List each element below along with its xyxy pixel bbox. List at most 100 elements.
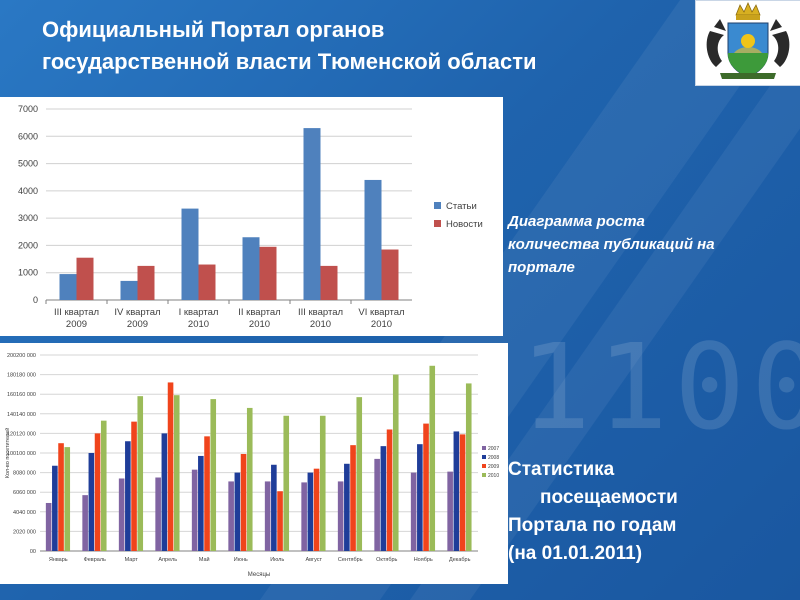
x-tick-label: Ноябрь <box>414 557 433 563</box>
bar-2009 <box>94 433 101 551</box>
bar-2010 <box>392 374 399 551</box>
bar-2008 <box>417 444 423 551</box>
y-axis-label: Кол-во посетителей <box>4 428 11 479</box>
x-tick-label: 2009 <box>127 319 148 330</box>
visits-chart: 00 2020 000 4040 000 6060 000 8080 000 100100… <box>0 343 508 584</box>
caption-publications-line-3: портале <box>508 259 575 276</box>
title-line-1: Официальный Портал органов <box>42 17 385 42</box>
caption-visits-line-4: (на 01.01.2011) <box>508 543 643 564</box>
bar-statyi <box>303 128 321 300</box>
bar-2009 <box>277 491 283 551</box>
x-tick-label: II квартал <box>238 307 280 318</box>
y-tick-label: 5000 <box>18 159 38 169</box>
bar-2008 <box>198 455 204 551</box>
bar-2010 <box>173 395 180 551</box>
y-tick-label: 4000 <box>18 186 38 196</box>
x-tick-label: Июль <box>270 557 284 563</box>
y-tick-label: 6000 <box>18 131 38 141</box>
bar-statyi <box>181 208 199 300</box>
x-tick-label: IV квартал <box>114 307 160 318</box>
legend-swatch <box>482 464 486 468</box>
bar-2007 <box>155 477 161 551</box>
y-tick-label: 00 <box>30 549 36 555</box>
bar-2010 <box>246 407 253 551</box>
bar-statyi <box>242 237 260 300</box>
legend-swatch <box>434 202 441 209</box>
y-tick-label: 7000 <box>18 104 38 114</box>
bar-statyi <box>364 179 382 300</box>
bar-2007 <box>228 481 234 551</box>
y-tick-label: 3000 <box>18 213 38 223</box>
bar-2010 <box>100 420 107 551</box>
y-tick-label: 2000 <box>18 240 38 250</box>
x-tick-label: 2010 <box>188 319 209 330</box>
bar-2009 <box>313 468 320 551</box>
y-tick-label: 1000 <box>18 268 38 278</box>
bar-2007 <box>447 471 453 551</box>
bar-2009 <box>240 453 247 551</box>
y-tick-label: 120120 000 <box>7 431 36 437</box>
x-tick-label: III квартал <box>54 307 99 318</box>
background-digits: 1100 <box>520 318 800 456</box>
bar-2008 <box>234 472 241 551</box>
x-tick-label: Апрель <box>158 557 177 563</box>
x-tick-label: Октябрь <box>376 557 397 563</box>
x-tick-label: 2010 <box>310 319 331 330</box>
caption-visits-line-3: Портала по годам <box>508 515 677 536</box>
x-tick-label: Сентябрь <box>338 557 363 563</box>
bar-novosti <box>198 264 216 300</box>
bar-2007 <box>374 458 380 551</box>
x-tick-label: Март <box>125 557 139 563</box>
bar-statyi <box>59 274 77 300</box>
bar-2008 <box>88 453 95 551</box>
x-tick-label: Декабрь <box>449 557 471 563</box>
x-tick-label: Июнь <box>234 557 248 563</box>
bar-2008 <box>344 463 350 551</box>
y-tick-label: 8080 000 <box>13 471 36 477</box>
bar-2009 <box>58 443 64 551</box>
bar-2008 <box>453 431 460 551</box>
title-line-2: государственной власти Тюменской области <box>42 49 537 74</box>
bar-2008 <box>161 433 168 551</box>
caption-publications-line-2: количества публикаций на <box>508 236 715 253</box>
bar-2009 <box>386 429 393 551</box>
bar-novosti <box>381 249 399 300</box>
bar-2007 <box>82 495 88 551</box>
publications-chart: 0 1000 2000 3000 4000 5000 6000 7000 III квартал… <box>0 97 503 336</box>
bar-2010 <box>210 399 217 551</box>
x-tick-label: 2009 <box>66 319 87 330</box>
legend-swatch <box>434 220 441 227</box>
legend-label: 2009 <box>488 464 499 470</box>
legend-label: 2007 <box>488 446 499 452</box>
bar-2008 <box>271 464 277 551</box>
caption-visits: Статистика посещаемости Портала по годам… <box>508 456 678 568</box>
bar-2009 <box>350 445 356 551</box>
bar-novosti <box>320 265 338 300</box>
x-tick-label: VI квартал <box>358 307 404 318</box>
coat-of-arms-emblem <box>695 0 800 86</box>
x-axis-label: Месяцы <box>248 572 270 578</box>
bar-2008 <box>125 441 131 551</box>
bar-2010 <box>356 397 363 551</box>
caption-publications-line-1: Диаграмма роста <box>508 213 645 230</box>
bar-statyi <box>120 280 138 300</box>
x-tick-label: III квартал <box>298 307 343 318</box>
legend-swatch <box>482 455 486 459</box>
legend-label: 2010 <box>488 473 499 479</box>
bar-2008 <box>307 472 314 551</box>
bar-novosti <box>137 265 155 300</box>
bar-2008 <box>52 465 58 551</box>
bar-2010 <box>429 365 436 551</box>
legend-label: Новости <box>446 219 483 230</box>
y-tick-label: 2020 000 <box>13 529 36 535</box>
x-tick-label: Август <box>305 557 322 563</box>
x-tick-label: Январь <box>49 557 68 563</box>
x-tick-label: I квартал <box>179 307 219 318</box>
bar-2009 <box>423 423 429 551</box>
bar-2007 <box>410 472 417 551</box>
bar-2009 <box>459 434 466 551</box>
bar-novosti <box>76 257 94 300</box>
caption-visits-line-1: Статистика <box>508 459 615 480</box>
y-tick-label: 180180 000 <box>7 373 36 379</box>
bar-2008 <box>380 446 387 551</box>
